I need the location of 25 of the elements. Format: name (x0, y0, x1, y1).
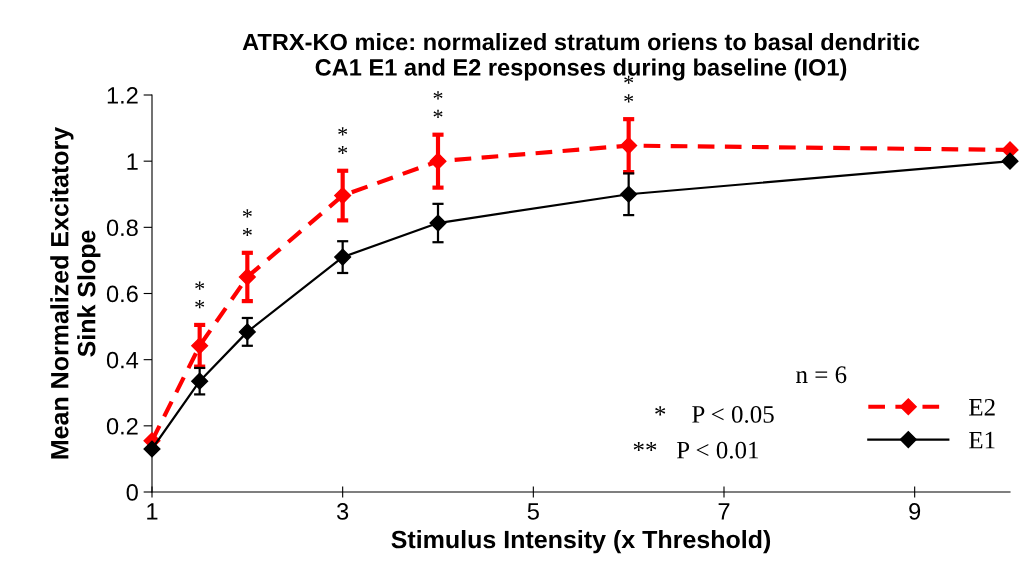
annotation: * * (195, 281, 205, 309)
y-tick-label: 1.2 (107, 87, 138, 104)
legend-label: E2 (969, 398, 995, 416)
x-tick-label: 9 (909, 503, 921, 520)
x-tick-label: 3 (337, 503, 349, 520)
y-tick-label: 0 (126, 484, 138, 501)
y-tick-label: 0.4 (106, 351, 139, 369)
x-tick-label: 5 (527, 503, 539, 520)
y-tick-label: 0.2 (106, 417, 138, 435)
x-tick-label: 1 (147, 503, 158, 520)
y-axis-title: Mean Normalized Excitatory Sink Slope (50, 126, 101, 459)
point (1001, 152, 1019, 170)
point (143, 440, 161, 458)
legend-label: E1 (969, 431, 995, 449)
y-tick-label: 0.8 (106, 219, 138, 237)
annotation: n = 6 (796, 366, 847, 384)
annotation: * * (338, 127, 348, 155)
annotation: ** P < 0.01 (633, 441, 759, 459)
y-tick-label: 1 (127, 153, 138, 170)
annotation: * P < 0.05 (655, 405, 774, 423)
x-tick-label: 7 (718, 503, 730, 520)
x-axis-title: Stimulus Intensity (x Threshold) (391, 529, 771, 554)
y-tick-label: 0.6 (106, 285, 138, 303)
annotation: * * (242, 209, 252, 237)
annotation: * * (433, 91, 443, 119)
